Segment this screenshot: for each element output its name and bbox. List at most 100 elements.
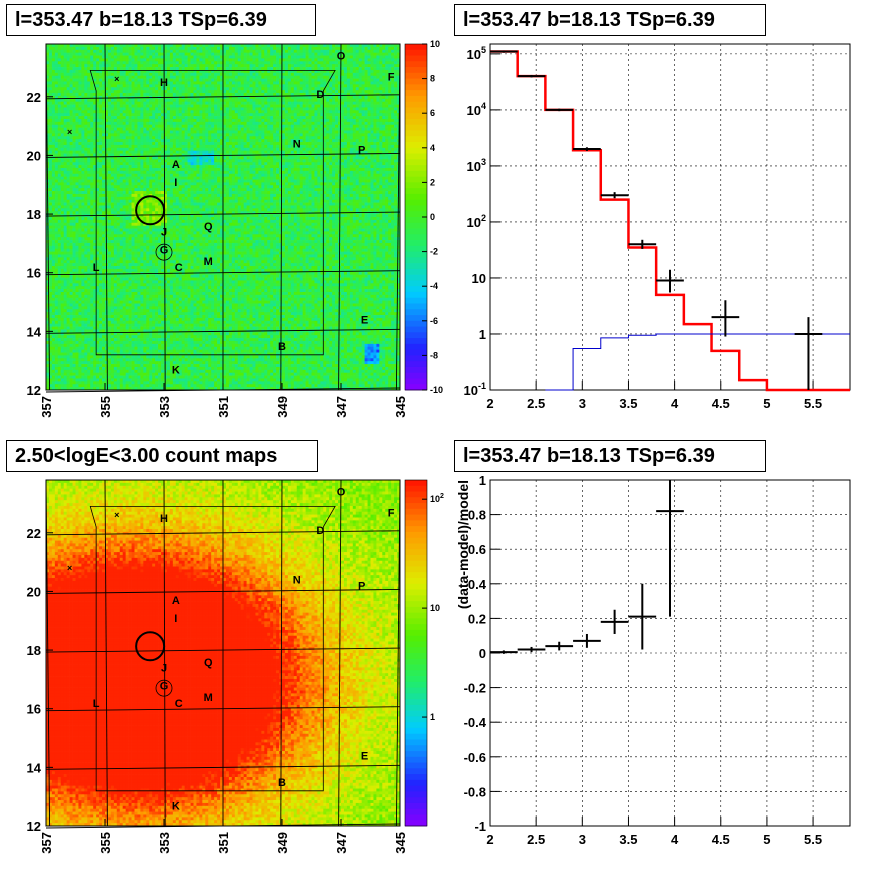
tsmap-pixel [67,81,70,84]
tsmap-pixel [61,252,64,255]
tsmap-pixel [61,191,64,194]
tsmap-pixel [73,70,76,73]
tsmap-pixel [55,355,58,358]
tsmap-pixel [78,243,81,246]
tsmap-pixel [81,188,84,191]
tsmap-pixel [78,122,81,125]
tsmap-pixel [70,286,73,289]
tsmap-pixel [78,174,81,177]
tsmap-pixel [55,58,58,61]
tsmap-pixel [76,318,79,321]
tsmap-pixel [64,87,67,90]
tsmap-pixel [76,234,79,237]
tsmap-pixel [64,329,67,332]
tsmap-pixel [78,306,81,309]
tsmap-pixel [78,165,81,168]
tsmap-pixel [49,185,52,188]
tsmap-pixel [73,197,76,200]
tsmap-pixel [64,200,67,203]
tsmap-pixel [78,148,81,151]
tsmap-pixel [55,102,58,105]
tsmap-pixel [70,355,73,358]
tsmap-pixel [73,180,76,183]
tsmap-pixel [78,344,81,347]
tsmap-pixel [58,329,61,332]
tsmap-pixel [78,263,81,266]
tsmap-pixel [52,229,55,232]
tsmap-pixel [64,159,67,162]
tsmap-pixel [64,56,67,59]
tsmap-pixel [55,378,58,381]
tsmap-pixel [78,278,81,281]
tsmap-pixel [58,361,61,364]
tsmap-pixel [70,229,73,232]
tsmap-pixel [73,229,76,232]
tsmap-pixel [73,306,76,309]
tsmap-pixel [61,182,64,185]
tsmap-pixel [81,67,84,70]
tsmap-pixel [73,243,76,246]
tsmap-pixel [73,191,76,194]
tsmap-pixel [64,79,67,82]
tsmap-pixel [67,361,70,364]
tsmap-pixel [58,344,61,347]
tsmap-pixel [81,200,84,203]
tsmap-pixel [67,249,70,252]
tsmap-pixel [70,350,73,353]
tsmap-pixel [61,76,64,79]
tsmap-pixel [67,76,70,79]
tsmap-pixel [70,252,73,255]
tsmap-pixel [61,79,64,82]
tsmap-pixel [70,67,73,70]
tsmap-pixel [61,378,64,381]
tsmap-pixel [61,292,64,295]
tsmap-pixel [58,154,61,157]
tsmap-pixel [55,295,58,298]
tsmap-pixel [64,223,67,226]
tsmap-pixel [81,73,84,76]
tsmap-pixel [78,84,81,87]
tsmap-pixel [78,381,81,384]
tsmap-pixel [76,58,79,61]
tsmap-pixel [52,171,55,174]
tsmap-pixel [55,358,58,361]
tsmap-pixel [76,191,79,194]
tsmap-pixel [58,53,61,56]
tsmap-pixel [67,168,70,171]
tsmap-pixel [78,370,81,373]
tsmap-pixel [61,315,64,318]
tsmap-pixel [78,208,81,211]
tsmap-pixel [52,162,55,165]
tsmap-pixel [64,260,67,263]
tsmap-pixel [64,145,67,148]
tsmap-pixel [78,252,81,255]
tsmap-pixel [73,125,76,128]
tsmap-pixel [55,289,58,292]
tsmap-pixel [52,358,55,361]
tsmap-pixel [52,125,55,128]
tsmap-pixel [49,306,52,309]
tsmap-pixel [67,275,70,278]
tsmap-pixel [81,116,84,119]
tsmap-pixel [70,185,73,188]
tsmap-pixel [78,50,81,53]
tsmap-pixel [76,243,79,246]
tsmap-pixel [58,197,61,200]
tsmap-pixel [49,102,52,105]
tsmap-pixel [67,194,70,197]
tsmap-pixel [49,200,52,203]
tsmap-pixel [52,280,55,283]
tsmap-pixel [73,148,76,151]
tsmap-pixel [52,151,55,154]
tsmap-pixel [67,191,70,194]
tsmap-pixel [70,203,73,206]
tsmap-pixel [49,61,52,64]
tsmap-pixel [52,81,55,84]
tsmap-pixel [67,338,70,341]
tsmap-pixel [61,58,64,61]
tsmap-pixel [73,231,76,234]
tsmap-pixel [49,50,52,53]
tsmap-pixel [64,278,67,281]
tsmap-pixel [76,266,79,269]
tsmap-pixel [64,298,67,301]
